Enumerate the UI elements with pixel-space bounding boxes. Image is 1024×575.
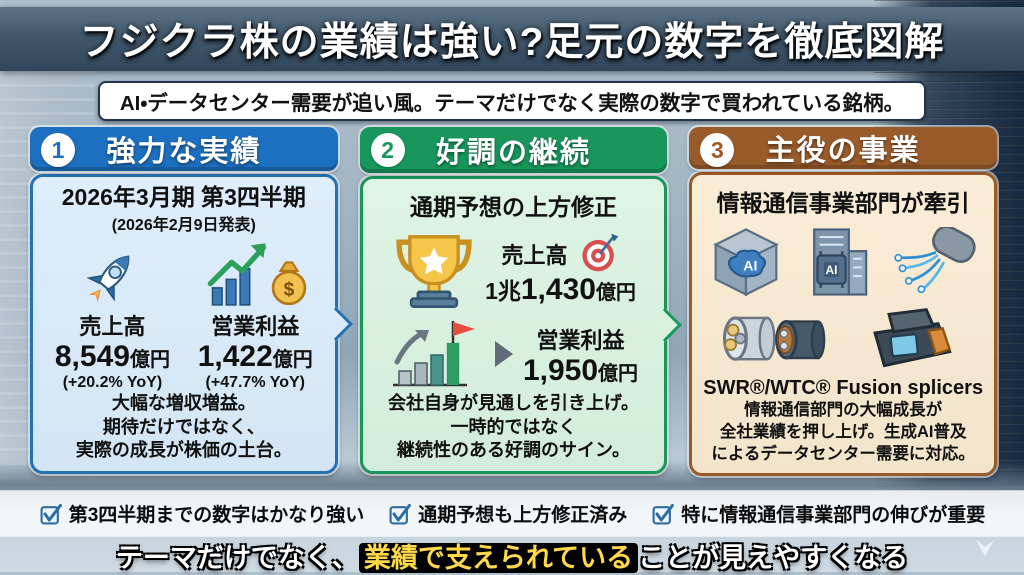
- card1-note-line3: 実際の成長が株価の土台。: [75, 440, 292, 461]
- title-band: フジクラ株の業績は強い?足元の数字を徹底図解: [0, 7, 1024, 71]
- card2-note-line2: 一時的ではなく: [450, 416, 577, 437]
- cable-products: SWR®/WTC®: [703, 307, 831, 400]
- guidance-headline: 通期予想の上方修正: [410, 193, 617, 220]
- product-row: SWR®/WTC® Fusion splicers: [700, 305, 986, 400]
- forecast-revenue: 売上高 1兆1,430億円: [485, 232, 636, 306]
- svg-text:AI: AI: [826, 263, 838, 277]
- card3-header: 3 主役の事業: [689, 127, 998, 169]
- card3-number-badge: 3: [700, 133, 735, 167]
- cable-product-label: SWR®/WTC®: [703, 377, 831, 399]
- card1-title: 強力な実績: [106, 135, 262, 168]
- card1-metrics: 売上高 8,549億円 (+20.2% YoY): [41, 239, 327, 392]
- forecast-profit: 営業利益 1,950億円: [523, 321, 638, 387]
- checklist-item-1: 第3四半期までの数字はかなり強い: [39, 500, 365, 527]
- corner-watermark-icon: [974, 536, 996, 558]
- fusion-splicer-icon: [858, 305, 962, 375]
- operating-profit-number: 1,422: [197, 340, 273, 374]
- card2-number-badge: 2: [370, 133, 405, 167]
- card3-title: 主役の事業: [765, 135, 921, 167]
- ai-chip-datacenter-icon: AI: [799, 223, 877, 301]
- checklist-item-3: 特に情報通信事業部門の伸びが重要: [651, 500, 985, 527]
- checklist-text-2: 通期予想も上方修正済み: [418, 505, 628, 526]
- card-leading-business: 3 主役の事業 情報通信事業部門が牽引 AI: [689, 127, 998, 477]
- forecast-profit-number: 1,950: [522, 354, 599, 387]
- checked-checkbox-icon: [40, 503, 62, 524]
- forecast-revenue-prefix: 1兆: [485, 278, 521, 304]
- tagline-pre: テーマだけでなく、: [115, 543, 359, 573]
- forecast-profit-unit: 億円: [598, 363, 639, 385]
- operating-profit-value: 1,422億円: [198, 341, 313, 373]
- card1-header: 1 強力な実績: [30, 127, 338, 171]
- checklist-text-3: 特に情報通信事業部門の伸びが重要: [681, 505, 986, 526]
- forecast-profit-label: 営業利益: [536, 328, 625, 353]
- forecast-revenue-number: 1,430: [520, 273, 596, 306]
- tagline-highlight: 業績で支えられている: [358, 543, 639, 573]
- target-dart-icon: [578, 232, 620, 274]
- right-arrow-icon: [494, 340, 513, 367]
- fiscal-period: 2026年3月期 第3四半期: [61, 183, 306, 210]
- card2-note: 会社自身が見通しを引き上げ。 一時的ではなく 継続性のある好調のサイン。: [388, 392, 639, 465]
- cable-cross-sections-icon: [708, 307, 826, 375]
- card1-note: 大幅な増収増益。 期待だけではなく、 実際の成長が株価の土台。: [76, 392, 292, 465]
- subtitle-text: AI・データセンター需要が追い風。テーマだけでなく実際の数字で買われている銘柄。: [97, 81, 927, 121]
- card1-note-line1: 大幅な増収増益。: [111, 392, 256, 413]
- forecast-revenue-value: 1兆1,430億円: [485, 274, 636, 306]
- card3-note-line1: 情報通信部門の大幅成長が: [744, 401, 943, 419]
- svg-text:$: $: [284, 280, 295, 301]
- forecast-profit-row: 営業利益 1,950億円: [371, 316, 657, 392]
- tagline-post: ことが見えやすくなる: [638, 543, 909, 573]
- card3-note: 情報通信部門の大幅成長が 全社業績を押し上げ。生成AI普及 によるデータセンター…: [711, 400, 975, 467]
- card-strong-results: 1 強力な実績 2026年3月期 第3四半期 (2026年2月9日発表): [30, 127, 338, 474]
- revenue-label: 売上高: [79, 314, 146, 340]
- forecast-revenue-label: 売上高: [501, 243, 568, 268]
- revenue-number: 8,549: [54, 340, 130, 374]
- growth-chart-moneybag-icon: $: [201, 239, 309, 307]
- revenue-value: 8,549億円: [55, 341, 170, 373]
- segment-headline: 情報通信事業部門が牽引: [716, 190, 970, 216]
- subtitle-banner: AI・データセンター需要が追い風。テーマだけでなく実際の数字で買われている銘柄。: [0, 81, 1024, 121]
- checklist-strip: 第3四半期までの数字はかなり強い 通期予想も上方修正済み 特に情報通信事業部門の…: [0, 491, 1024, 536]
- operating-profit-unit: 億円: [272, 349, 313, 372]
- revenue-unit: 億円: [129, 349, 170, 372]
- card2-header: 2 好調の継続: [359, 127, 668, 173]
- card1-number-badge: 1: [41, 133, 75, 167]
- fiber-optic-cable-icon: [891, 227, 979, 297]
- forecast-profit-value: 1,950億円: [523, 355, 638, 387]
- operating-profit-label: 営業利益: [211, 314, 300, 340]
- card2-body: 通期予想の上方修正 売上高: [359, 175, 668, 474]
- card3-note-line2: 全社業績を押し上げ。生成AI普及: [719, 422, 967, 441]
- cards-row: 1 強力な実績 2026年3月期 第3四半期 (2026年2月9日発表): [30, 127, 998, 477]
- bar-chart-flag-icon: [389, 316, 485, 392]
- checked-checkbox-icon: [389, 503, 412, 524]
- ai-brain-cube-icon: AI: [707, 223, 785, 301]
- revenue-yoy: (+20.2% YoY): [62, 373, 163, 391]
- card-continued-strength: 2 好調の継続 通期予想の上方修正: [359, 127, 668, 474]
- checked-checkbox-icon: [652, 503, 675, 524]
- card2-title: 好調の継続: [436, 136, 592, 169]
- forecast-revenue-row: 売上高 1兆1,430億円: [371, 226, 657, 312]
- card2-note-line1: 会社自身が見通しを引き上げ。: [387, 392, 640, 413]
- card1-note-line2: 期待だけではなく、: [102, 416, 265, 437]
- segment-icons-row: AI AI: [700, 223, 986, 301]
- rocket-icon: [81, 239, 143, 307]
- splicer-product: Fusion splicers: [836, 305, 983, 400]
- announcement-date: (2026年2月9日発表): [111, 217, 256, 235]
- checklist-text-1: 第3四半期までの数字はかなり強い: [68, 505, 365, 526]
- tagline: テーマだけでなく、 業績で支えられている ことが見えやすくなる: [0, 536, 1024, 575]
- splicer-product-label: Fusion splicers: [836, 377, 984, 399]
- card1-body: 2026年3月期 第3四半期 (2026年2月9日発表): [30, 173, 338, 474]
- page-title: フジクラ株の業績は強い?足元の数字を徹底図解: [79, 21, 945, 64]
- operating-profit-metric: $ 営業利益 1,422億円 (+47.7% YoY): [187, 239, 324, 392]
- card3-body: 情報通信事業部門が牽引 AI: [689, 172, 998, 477]
- checklist-item-2: 通期予想も上方修正済み: [388, 500, 627, 527]
- operating-profit-yoy: (+47.7% YoY): [205, 373, 305, 391]
- forecast-revenue-unit: 億円: [595, 282, 636, 304]
- trophy-icon: [391, 226, 477, 312]
- revenue-metric: 売上高 8,549億円 (+20.2% YoY): [44, 239, 181, 392]
- svg-text:AI: AI: [744, 258, 758, 274]
- card3-note-line3: によるデータセンター需要に対応。: [711, 444, 975, 463]
- card2-note-line3: 継続性のある好調のサイン。: [397, 440, 630, 461]
